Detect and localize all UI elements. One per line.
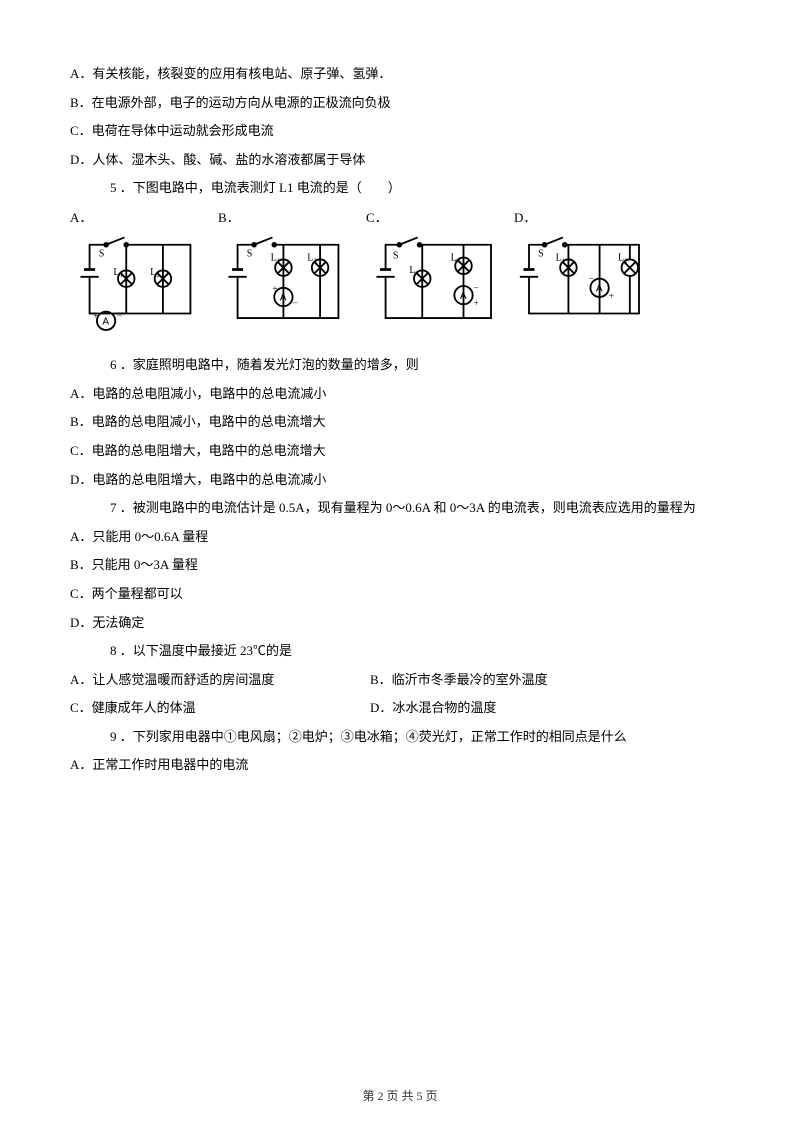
q8-option-b: B．临沂市冬季最冷的室外温度 [370, 666, 548, 695]
svg-text:L₂: L₂ [451, 252, 461, 263]
circuit-c-icon: S L₁ L₂ A − + [366, 231, 506, 341]
svg-text:+: + [609, 291, 614, 301]
svg-text:A: A [460, 291, 467, 302]
svg-text:−: − [474, 283, 479, 293]
q7-stem: 7 ．被测电路中的电流估计是 0.5A，现有量程为 0～0.6A 和 0～3A … [70, 494, 730, 523]
q4-option-d: D．人体、湿木头、酸、碱、盐的水溶液都属于导体 [70, 146, 730, 175]
svg-text:S: S [538, 249, 544, 260]
q7-option-b: B．只能用 0～3A 量程 [70, 551, 730, 580]
svg-text:S: S [99, 249, 105, 260]
svg-text:A: A [596, 284, 603, 295]
q8-option-a: A．让人感觉温暖而舒适的房间温度 [70, 666, 370, 695]
svg-text:A: A [102, 317, 109, 328]
svg-text:L₁: L₁ [113, 267, 123, 278]
q5-stem: 5 ．下图电路中，电流表测灯 L1 电流的是（ ） [70, 174, 730, 203]
svg-text:L₂: L₂ [150, 267, 160, 278]
q6-option-c: C．电路的总电阻增大，电路中的总电流增大 [70, 437, 730, 466]
q5-option-d-label: D． [514, 209, 536, 227]
svg-text:+: + [474, 298, 479, 308]
circuit-d-icon: S L₁ L₂ A − + [514, 231, 654, 341]
q7-option-c: C．两个量程都可以 [70, 580, 730, 609]
svg-text:S: S [393, 251, 399, 262]
svg-text:−: − [117, 311, 122, 321]
q7-option-a: A．只能用 0～0.6A 量程 [70, 523, 730, 552]
svg-text:L₂: L₂ [618, 252, 628, 263]
svg-text:−: − [293, 298, 298, 308]
svg-text:−: − [589, 274, 594, 284]
q6-option-d: D．电路的总电阻增大，电路中的总电流减小 [70, 466, 730, 495]
q8-option-d: D．冰水混合物的温度 [370, 694, 496, 723]
q5-options-row: A． [70, 209, 730, 341]
q9-option-a: A．正常工作时用电器中的电流 [70, 751, 730, 780]
svg-text:+: + [93, 311, 98, 321]
svg-text:L₁: L₁ [409, 265, 419, 276]
svg-text:L₂: L₂ [307, 252, 317, 263]
q5-option-a-label: A． [70, 209, 92, 227]
q5-option-d: D． [514, 209, 654, 341]
svg-text:+: + [272, 284, 277, 294]
q6-stem: 6 ．家庭照明电路中，随着发光灯泡的数量的增多，则 [70, 351, 730, 380]
q7-option-d: D．无法确定 [70, 609, 730, 638]
q4-option-a: A．有关核能，核裂变的应用有核电站、原子弹、氢弹． [70, 60, 730, 89]
q6-option-b: B．电路的总电阻减小，电路中的总电流增大 [70, 408, 730, 437]
q4-option-b: B．在电源外部，电子的运动方向从电源的正极流向负极 [70, 89, 730, 118]
q8-stem: 8 ．以下温度中最接近 23℃的是 [70, 637, 730, 666]
q6-option-a: A．电路的总电阻减小，电路中的总电流减小 [70, 380, 730, 409]
svg-text:L₁: L₁ [271, 252, 281, 263]
q4-option-c: C．电荷在导体中运动就会形成电流 [70, 117, 730, 146]
q5-option-c-label: C． [366, 209, 388, 227]
q5-option-b: B． [218, 209, 358, 341]
q5-option-c: C． [366, 209, 506, 341]
circuit-a-icon: S L₁ L₂ A + − [70, 231, 210, 341]
svg-text:L₁: L₁ [556, 252, 566, 263]
svg-text:S: S [247, 249, 253, 260]
q8-option-c: C．健康成年人的体温 [70, 694, 370, 723]
q5-option-a: A． [70, 209, 210, 341]
svg-text:A: A [280, 293, 287, 304]
page-footer: 第 2 页 共 5 页 [0, 1090, 800, 1102]
circuit-b-icon: S L₁ L₂ A + − [218, 231, 358, 341]
q5-option-b-label: B． [218, 209, 240, 227]
q9-stem: 9 ．下列家用电器中①电风扇；②电炉；③电冰箱；④荧光灯，正常工作时的相同点是什… [70, 723, 730, 752]
